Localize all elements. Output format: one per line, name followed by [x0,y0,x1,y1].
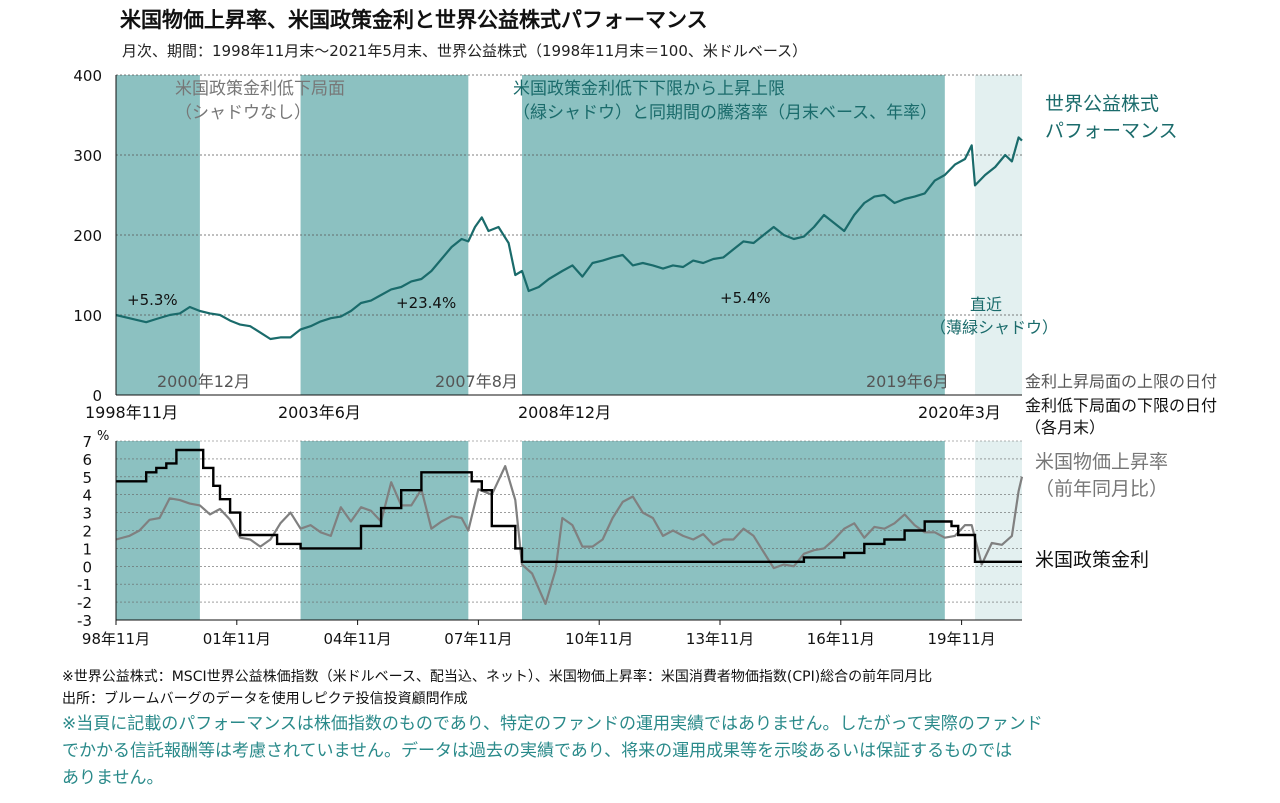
top-y-tick-label: 300 [73,147,102,165]
top-y-tick-label: 100 [73,307,102,325]
recent-label-line1: 直近 [970,295,1002,314]
bottom-y-tick-label: -2 [77,594,92,612]
top-shaded-period-4 [975,75,1022,395]
period-return-2: +23.4% [396,294,456,312]
trough-date-3: 2008年12月 [518,403,611,422]
top-y-tick-label: 400 [73,67,102,85]
bottom-y-tick-label: 3 [82,505,92,523]
top-y-tick-label: 0 [92,387,102,405]
peak-date-1: 2000年12月 [157,372,250,391]
chart-title: 米国物価上昇率、米国政策金利と世界公益株式パフォーマンス [120,8,708,32]
equity-performance-line [115,136,1023,341]
footnote-index: ※世界公益株式：MSCI世界公益株価指数（米ドルベース、配当込、ネット）、米国物… [62,669,933,685]
equity-label-line2: パフォーマンス [1045,120,1178,142]
top-y-tick-label: 200 [73,227,102,245]
percent-unit: % [97,429,109,444]
shadow-note-line2: （シャドウなし） [175,103,311,123]
peak-date-3: 2019年6月 [866,372,949,391]
bottom-series [115,448,1024,606]
cpi-inflation-line [115,465,1024,606]
bottom-y-tick-label: -3 [77,612,92,630]
bottom-y-tick-label: 4 [82,487,92,505]
bottom-shaded-period-4 [975,441,1022,620]
bottom-x-tick-label: 10年11月 [565,630,633,648]
shadow-note-line1: 米国政策金利低下局面 [175,79,345,99]
bottom-x-tick-label: 04年11月 [324,630,392,648]
disclaimer-line2: でかかる信託報酬等は考慮されていません。データは過去の実績であり、将来の運用成果… [62,741,1013,761]
period-return-3: +5.4% [720,289,771,307]
bottom-y-tick-label: 5 [82,469,92,487]
period-return-1: +5.3% [127,291,178,309]
bottom-y-tick-label: -1 [77,576,92,594]
bottom-x-tick-label: 07年11月 [444,630,512,648]
bottom-x-tick-label: 13年11月 [686,630,754,648]
green-note-line1: 米国政策金利低下下限から上昇上限 [513,79,785,99]
policy-rate-line [116,448,1022,563]
top-y-axis: 0 100 200 300 400 [73,67,1022,405]
bottom-x-tick-label: 98年11月 [82,630,150,648]
green-note-line2: （緑シャドウ）と同期間の騰落率（月末ベース、年率） [513,103,937,123]
cpi-label-line1: 米国物価上昇率 [1035,451,1168,473]
trough-date-1: 1998年11月 [85,403,178,422]
disclaimer-line1: ※当頁に記載のパフォーマンスは株価指数のものであり、特定のファンドの運用実績では… [62,714,1043,734]
peak-date-2: 2007年8月 [435,372,518,391]
trough-date-legend-line2: （各月末） [1025,418,1105,437]
peak-date-legend: 金利上昇局面の上限の日付 [1025,372,1217,391]
recent-label-line2: （薄緑シャドウ） [930,318,1058,337]
equity-label-line1: 世界公益株式 [1045,93,1159,115]
top-series [115,136,1023,341]
bottom-y-tick-label: 1 [82,540,92,558]
disclaimer-line3: ありません。 [62,768,164,788]
chart-subtitle: 月次、期間：1998年11月末～2021年5月末、世界公益株式（1998年11月… [122,42,808,60]
trough-date-2: 2003年6月 [278,403,361,422]
bottom-x-tick-label: 01年11月 [203,630,271,648]
bottom-x-tick-label: 16年11月 [807,630,875,648]
trough-date-4: 2020年3月 [918,403,1001,422]
trough-date-legend-line1: 金利低下局面の下限の日付 [1025,396,1217,415]
top-gridlines [116,74,1022,316]
bottom-y-tick-label: 6 [82,451,92,469]
bottom-y-tick-label: 2 [82,523,92,541]
bottom-y-tick-label: 0 [82,558,92,576]
bottom-x-tick-label: 19年11月 [928,630,996,648]
cpi-label-line2: （前年同月比） [1035,478,1168,500]
footnote-source: 出所：ブルームバーグのデータを使用しピクテ投信投資顧問作成 [62,691,468,707]
rate-label: 米国政策金利 [1035,549,1149,571]
bottom-y-tick-label: 7 [82,433,92,451]
